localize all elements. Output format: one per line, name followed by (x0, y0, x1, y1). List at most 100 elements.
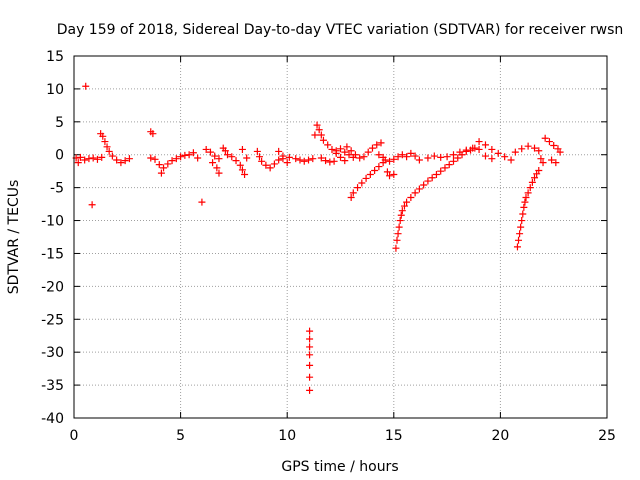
data-point-marker (326, 158, 334, 166)
data-point-marker (531, 174, 539, 182)
data-point-marker (415, 156, 423, 164)
data-point-marker (390, 155, 398, 163)
data-point-marker (215, 155, 223, 163)
data-point-marker (215, 169, 223, 177)
data-point-marker (213, 164, 221, 172)
data-point-marker (526, 184, 534, 192)
data-point-marker (306, 386, 314, 394)
data-point-marker (516, 230, 524, 238)
data-point-marker (345, 151, 353, 159)
chart-title: Day 159 of 2018, Sidereal Day-to-day VTE… (57, 22, 624, 38)
data-point-marker (224, 151, 232, 159)
data-point-marker (424, 177, 432, 185)
y-tick-label: -30 (41, 345, 64, 361)
data-point-marker (556, 148, 564, 156)
data-point-marker (437, 153, 445, 161)
data-point-marker (151, 155, 159, 163)
x-tick-label: 20 (491, 428, 509, 444)
data-point-marker (354, 184, 362, 192)
data-point-marker (255, 153, 263, 161)
y-tick-label: -35 (41, 378, 64, 394)
data-point-marker (81, 156, 89, 164)
data-point-marker (383, 168, 391, 176)
data-point-marker (236, 161, 244, 169)
data-point-marker (315, 126, 323, 134)
data-point-marker (488, 145, 496, 153)
data-point-marker (347, 194, 355, 202)
data-point-marker (518, 217, 526, 225)
data-point-marker (181, 151, 189, 159)
data-point-marker (507, 156, 515, 164)
data-point-marker (366, 170, 374, 178)
data-point-marker (157, 169, 165, 177)
data-point-marker (351, 151, 359, 159)
data-point-marker (108, 152, 116, 160)
data-point-marker (535, 147, 543, 155)
data-point-marker (74, 159, 82, 167)
data-point-marker (443, 153, 451, 161)
data-point-marker (103, 143, 111, 151)
data-point-marker (317, 154, 325, 162)
data-point-marker (160, 164, 168, 172)
data-point-marker (172, 155, 180, 163)
data-point-marker (488, 155, 496, 163)
data-point-marker (358, 179, 366, 187)
data-point-marker (360, 153, 368, 161)
grid-lines (74, 56, 607, 418)
data-point-marker (164, 160, 172, 168)
data-point-marker (520, 203, 528, 211)
data-point-marker (232, 157, 240, 165)
data-point-marker (362, 174, 370, 182)
data-point-marker (270, 160, 278, 168)
data-point-marker (524, 189, 532, 197)
data-point-marker (343, 143, 351, 151)
data-point-marker (347, 147, 355, 155)
data-point-marker (539, 159, 547, 167)
data-point-marker (194, 154, 202, 162)
y-tick-label: -20 (41, 279, 64, 295)
data-point-marker (349, 189, 357, 197)
data-point-marker (371, 167, 379, 175)
data-point-marker (420, 181, 428, 189)
data-point-marker (501, 153, 509, 161)
data-point-marker (395, 223, 403, 231)
data-point-marker (89, 154, 97, 162)
data-point-marker (93, 155, 101, 163)
data-point-marker (322, 157, 330, 165)
data-point-marker (324, 141, 332, 149)
data-point-marker (535, 167, 543, 175)
data-point-marker (373, 141, 381, 149)
data-point-marker (300, 157, 308, 165)
data-point-marker (430, 152, 438, 160)
data-point-marker (309, 155, 317, 163)
data-point-marker (99, 132, 107, 140)
data-point-marker (545, 138, 553, 146)
data-point-marker (494, 149, 502, 157)
data-point-marker (403, 153, 411, 161)
data-point-marker (550, 142, 558, 150)
data-point-marker (441, 164, 449, 172)
data-point-marker (328, 145, 336, 153)
data-point-marker (515, 236, 523, 244)
data-point-marker (168, 157, 176, 165)
data-point-marker (275, 156, 283, 164)
data-point-marker (306, 327, 314, 335)
data-points (72, 82, 564, 394)
data-point-marker (445, 161, 453, 169)
data-point-marker (398, 207, 406, 215)
data-point-marker (403, 198, 411, 206)
data-point-marker (238, 145, 246, 153)
y-tick-label: 5 (55, 115, 64, 131)
data-point-marker (85, 155, 93, 163)
data-point-marker (313, 121, 321, 129)
data-point-marker (407, 149, 415, 157)
data-point-marker (364, 148, 372, 156)
data-point-marker (394, 153, 402, 161)
data-point-marker (375, 151, 383, 159)
data-point-marker (518, 145, 526, 153)
data-point-marker (386, 172, 394, 180)
data-point-marker (337, 145, 344, 153)
y-tick-label: 10 (46, 82, 64, 98)
data-point-marker (437, 167, 445, 175)
